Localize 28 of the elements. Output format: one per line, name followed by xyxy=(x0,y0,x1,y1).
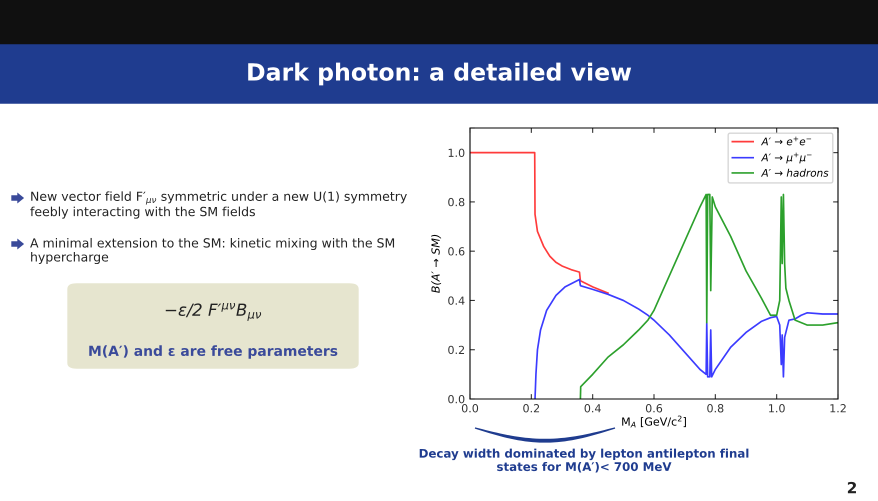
text: A minimal extension to the SM: kinetic mixing with the SM hypercharge xyxy=(30,238,394,264)
text: −ε/2 F′$^{μν}$B$_{μν}$ xyxy=(166,303,262,321)
y-tick-label: 0.2 xyxy=(448,346,464,354)
x-tick-label: 0.0 xyxy=(462,404,478,412)
line-series xyxy=(470,152,609,294)
text: New vector field F′$_{μν}$ symmetric under a new U(1) symmetry feebly interacting with the SM fields xyxy=(30,191,407,219)
text: Decay width dominated by lepton antilepton final states for M(A′)< 700 MeV xyxy=(420,448,748,472)
x-tick-label: 0.4 xyxy=(584,404,601,412)
x-tick-label: 0.6 xyxy=(646,404,662,412)
x-tick-label: 0.8 xyxy=(707,404,724,412)
text: 2 xyxy=(848,482,856,494)
legend-label: A′ → μ$^{+}$μ$^{−}$ xyxy=(760,152,812,164)
legend-label: A′ → e$^{+}$e$^{−}$ xyxy=(760,136,812,146)
text: M(A′) and ε are free parameters xyxy=(89,345,338,359)
x-tick-label: 0.2 xyxy=(523,404,540,412)
y-tick-label: 1.0 xyxy=(448,148,464,158)
chart-title: Dark photon: a detailed view xyxy=(248,62,632,86)
line-series xyxy=(580,194,838,399)
legend-label: A′ → hadrons xyxy=(760,168,828,177)
line-series xyxy=(534,278,838,399)
y-axis-title: B(A′ → SM) xyxy=(431,234,442,293)
x-axis-title: M$_{A}$ [GeV/c$^{2}$] xyxy=(622,416,686,428)
y-tick-label: 0.4 xyxy=(448,296,465,305)
y-tick-label: 0.0 xyxy=(448,394,464,404)
x-tick-label: 1.0 xyxy=(769,404,785,412)
x-tick-label: 1.2 xyxy=(830,404,846,412)
y-tick-label: 0.6 xyxy=(448,247,464,256)
y-tick-label: 0.8 xyxy=(448,198,464,206)
